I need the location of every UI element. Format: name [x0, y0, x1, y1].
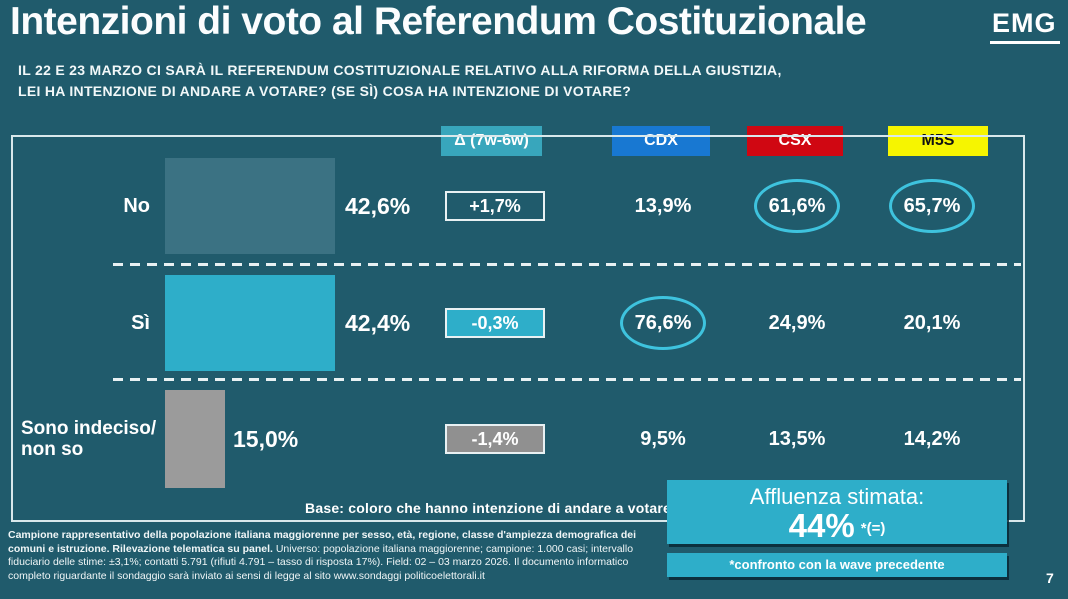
column-header-delta: Δ (7w-6w) [441, 126, 542, 156]
bar-value-no: 42,6% [345, 193, 411, 219]
row-label-indeciso: Sono indeciso/ non so [21, 418, 171, 460]
turnout-estimate-percent: 44% [788, 507, 855, 544]
turnout-estimate-box: Affluenza stimata: 44% *(=) [667, 480, 1007, 544]
cell-si-csx-value: 24,9% [768, 312, 826, 334]
delta-value-si: -0,3% [445, 308, 545, 338]
page-number: 7 [1046, 570, 1054, 586]
chart-panel: No 42,6% +1,7% 13,9% 61,6% 65,7% Sì 42,4… [11, 135, 1025, 522]
turnout-change-note: *(=) [860, 520, 886, 537]
cell-si-csx: 24,9% [742, 308, 852, 338]
bar-no [165, 158, 336, 254]
cell-si-m5s: 20,1% [877, 308, 987, 338]
delta-value-no: +1,7% [445, 191, 545, 221]
cell-si-m5s-value: 20,1% [903, 312, 961, 334]
bar-value-si: 42,4% [345, 310, 411, 336]
survey-question-line2: LEI HA INTENZIONE DI ANDARE A VOTARE? (S… [18, 83, 632, 99]
page-title: Intenzioni di voto al Referendum Costitu… [10, 0, 867, 43]
turnout-estimate-label: Affluenza stimata: [749, 484, 925, 509]
cell-no-csx: 61,6% [742, 179, 852, 233]
emg-logo-underline [990, 41, 1060, 44]
cell-no-cdx-value: 13,9% [634, 195, 692, 217]
survey-question-line1: IL 22 E 23 MARZO CI SARÀ IL REFERENDUM C… [18, 62, 782, 78]
bar-value-indeciso: 15,0% [233, 426, 299, 452]
bar-si [165, 275, 335, 371]
wave-comparison-note: *confronto con la wave precedente [667, 553, 1007, 577]
dashed-divider [113, 263, 1021, 266]
survey-question: IL 22 E 23 MARZO CI SARÀ IL REFERENDUM C… [18, 60, 782, 102]
row-label-indeciso-line2: non so [21, 439, 84, 460]
methodology-note-bold: Campione rappresentativo della popolazio… [8, 529, 637, 555]
base-note: Base: coloro che hanno intenzione di and… [305, 500, 671, 516]
row-label-no: No [123, 195, 150, 217]
row-label-indeciso-line1: Sono indeciso/ [21, 418, 157, 439]
cell-si-cdx-value: 76,6% [634, 312, 692, 334]
cell-indeciso-m5s: 14,2% [877, 424, 987, 454]
cell-indeciso-cdx-value: 9,5% [640, 428, 686, 450]
turnout-estimate-value: 44% *(=) [667, 507, 1007, 545]
methodology-note: Campione rappresentativo della popolazio… [8, 529, 660, 583]
cell-no-m5s-value: 65,7% [903, 195, 961, 217]
cell-no-cdx: 13,9% [608, 191, 718, 221]
cell-indeciso-cdx: 9,5% [608, 424, 718, 454]
cell-no-csx-value: 61,6% [768, 195, 826, 217]
cell-indeciso-m5s-value: 14,2% [903, 428, 961, 450]
dashed-divider [113, 378, 1021, 381]
methodology-note-regular: Universo: popolazione italiana maggioren… [8, 542, 634, 582]
delta-value-indeciso: -1,4% [445, 424, 545, 454]
bar-indeciso [165, 390, 225, 488]
row-label-si: Sì [131, 312, 150, 334]
cell-si-cdx: 76,6% [608, 296, 718, 350]
cell-no-m5s: 65,7% [877, 179, 987, 233]
cell-indeciso-csx-value: 13,5% [768, 428, 826, 450]
emg-logo: EMG [992, 8, 1057, 38]
cell-indeciso-csx: 13,5% [742, 424, 852, 454]
